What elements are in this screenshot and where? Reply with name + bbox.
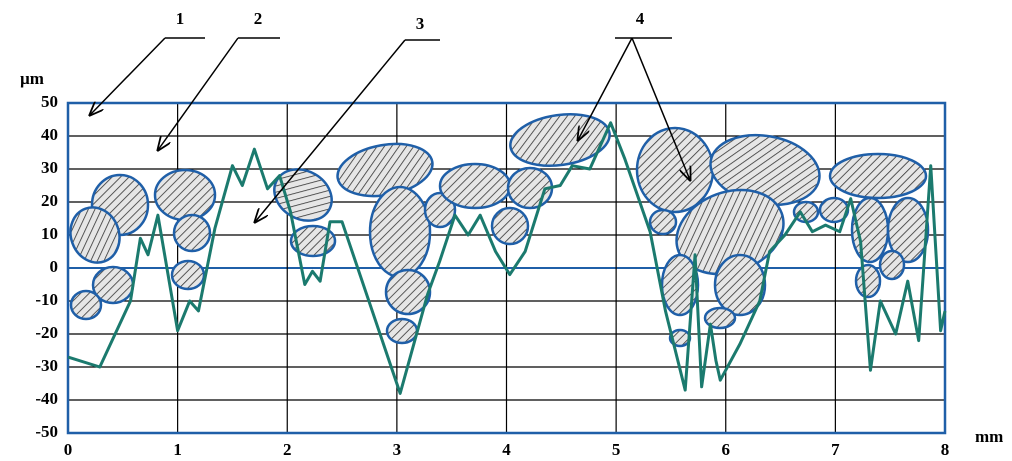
- grain: [713, 253, 767, 317]
- grain: [878, 249, 906, 281]
- y-tick-label: 30: [41, 158, 58, 177]
- x-tick-label: 5: [612, 440, 621, 459]
- grain: [170, 259, 206, 291]
- grain: [854, 263, 882, 299]
- x-tick-label: 3: [393, 440, 402, 459]
- y-tick-label: -10: [35, 290, 58, 309]
- y-tick-label: 50: [41, 92, 58, 111]
- y-tick-label: 0: [50, 257, 59, 276]
- x-tick-label: 2: [283, 440, 292, 459]
- callout-label: 2: [254, 9, 263, 28]
- y-tick-label: -40: [35, 389, 58, 408]
- callout-label: 3: [416, 14, 425, 33]
- grain: [172, 213, 212, 253]
- x-tick-label: 4: [502, 440, 511, 459]
- callout-line: [158, 37, 280, 150]
- grain: [69, 206, 121, 264]
- profile-line: [67, 121, 947, 395]
- y-tick-label: -20: [35, 323, 58, 342]
- callout-label: 1: [176, 9, 185, 28]
- x-tick-label: 0: [64, 440, 73, 459]
- x-axis-label: mm: [975, 427, 1003, 446]
- y-tick-label: -50: [35, 422, 58, 441]
- grain: [703, 306, 737, 330]
- grain: [635, 126, 715, 214]
- y-axis-label: µm: [20, 69, 44, 88]
- grain: [423, 191, 457, 229]
- grain: [648, 208, 678, 236]
- grain: [509, 113, 611, 167]
- x-tick-label: 1: [173, 440, 182, 459]
- grain: [438, 162, 512, 210]
- y-tick-label: 10: [41, 224, 58, 243]
- grain: [289, 224, 337, 258]
- grains: [69, 113, 930, 348]
- callout-line: [631, 37, 690, 180]
- callout-line: [90, 37, 205, 115]
- x-tick-label: 7: [831, 440, 840, 459]
- y-tick-label: -30: [35, 356, 58, 375]
- callout-label: 4: [636, 9, 645, 28]
- x-tick-label: 6: [722, 440, 731, 459]
- grain: [828, 152, 928, 200]
- grain: [385, 317, 419, 345]
- plot-frame: [66, 101, 947, 435]
- callout-line: [578, 37, 672, 140]
- callouts: 1 2 3 4: [90, 9, 690, 222]
- grain: [886, 196, 930, 264]
- x-tick-label: 8: [941, 440, 950, 459]
- callout-line: [255, 39, 440, 222]
- grain: [490, 206, 530, 246]
- grain: [368, 185, 432, 279]
- y-tick-label: 20: [41, 191, 58, 210]
- y-tick-label: 40: [41, 125, 58, 144]
- grain: [153, 168, 217, 222]
- grain: [69, 289, 103, 321]
